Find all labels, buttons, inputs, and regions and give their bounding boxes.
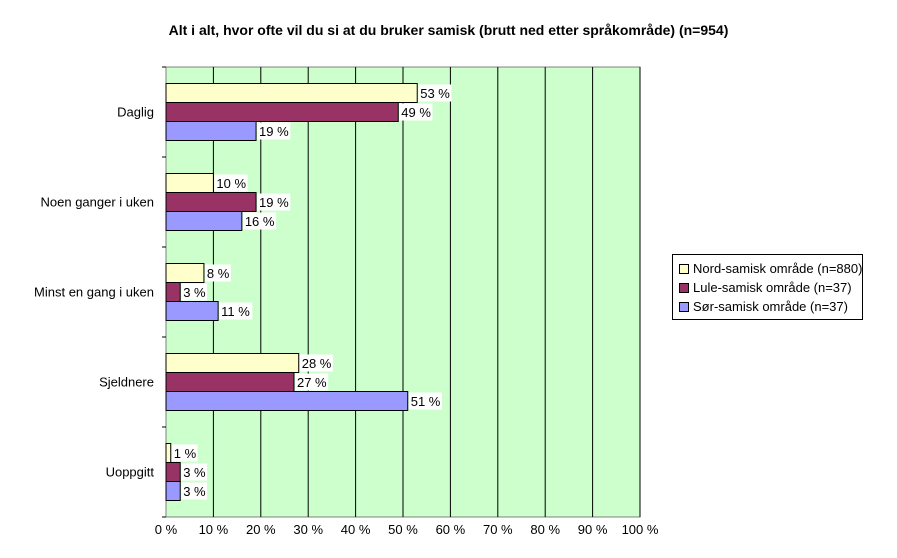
data-label: 53 % xyxy=(420,86,450,101)
category-label: Noen ganger i uken xyxy=(41,195,154,210)
legend: Nord-samisk område (n=880) Lule-samisk o… xyxy=(672,254,863,320)
data-label-bg xyxy=(408,392,442,410)
category-label: Minst en gang i uken xyxy=(34,285,154,300)
data-label: 16 % xyxy=(245,214,275,229)
data-label: 19 % xyxy=(259,195,289,210)
x-tick-label: 30 % xyxy=(293,522,323,537)
data-label-bg xyxy=(181,283,208,301)
data-label-bg xyxy=(418,84,452,102)
x-tick-label: 20 % xyxy=(246,522,276,537)
x-tick-label: 80 % xyxy=(530,522,560,537)
bar xyxy=(165,102,399,122)
data-label-bg xyxy=(219,302,253,320)
legend-label-lule: Lule-samisk område (n=37) xyxy=(693,280,852,295)
bar xyxy=(165,83,418,103)
data-label-bg xyxy=(399,103,433,121)
data-label: 10 % xyxy=(216,176,246,191)
bar xyxy=(165,443,172,463)
chart-title: Alt i alt, hvor ofte vil du si at du bru… xyxy=(168,22,729,38)
data-label: 3 % xyxy=(183,484,206,499)
data-label-bg xyxy=(171,444,198,462)
data-label-bg xyxy=(181,482,208,500)
data-label: 3 % xyxy=(183,465,206,480)
category-label: Uoppgitt xyxy=(106,465,155,480)
data-label: 1 % xyxy=(174,446,197,461)
bar xyxy=(165,211,243,231)
legend-label-sor: Sør-samisk område (n=37) xyxy=(693,299,848,314)
bar xyxy=(165,372,295,392)
data-label-bg xyxy=(181,463,208,481)
legend-swatch-sor xyxy=(679,301,689,312)
legend-label-nord: Nord-samisk område (n=880) xyxy=(693,261,863,276)
data-label: 28 % xyxy=(302,356,332,371)
bar xyxy=(165,353,300,373)
legend-swatch-lule xyxy=(679,282,689,293)
data-label: 49 % xyxy=(401,105,431,120)
legend-item-sor: Sør-samisk område (n=37) xyxy=(679,297,856,316)
bar xyxy=(165,391,409,411)
x-tick-label: 40 % xyxy=(341,522,371,537)
x-tick-label: 100 % xyxy=(622,522,659,537)
data-label-bg xyxy=(214,174,248,192)
bar xyxy=(165,192,257,212)
data-label: 3 % xyxy=(183,285,206,300)
legend-item-nord: Nord-samisk område (n=880) xyxy=(679,259,862,278)
data-label-bg xyxy=(257,122,291,140)
legend-item-lule: Lule-samisk område (n=37) xyxy=(679,278,856,297)
data-label: 27 % xyxy=(297,375,327,390)
bar xyxy=(165,282,181,302)
bar xyxy=(165,462,181,482)
x-tick-label: 90 % xyxy=(578,522,608,537)
x-tick-label: 50 % xyxy=(388,522,418,537)
x-tick-label: 60 % xyxy=(436,522,466,537)
bar xyxy=(165,301,219,321)
data-label: 8 % xyxy=(207,266,230,281)
legend-swatch-nord xyxy=(679,263,689,274)
bar xyxy=(165,263,205,283)
x-tick-label: 70 % xyxy=(483,522,513,537)
bar xyxy=(165,121,257,141)
data-label-bg xyxy=(299,354,333,372)
x-tick-label: 10 % xyxy=(199,522,229,537)
data-label-bg xyxy=(294,373,329,391)
category-label: Sjeldnere xyxy=(99,375,154,390)
data-label-bg xyxy=(242,212,277,230)
category-label: Daglig xyxy=(117,105,154,120)
x-tick-label: 0 % xyxy=(155,522,178,537)
data-label: 51 % xyxy=(411,394,441,409)
bar xyxy=(165,173,214,193)
bar xyxy=(165,481,181,501)
data-label: 11 % xyxy=(221,304,250,319)
data-label: 19 % xyxy=(259,124,289,139)
data-label-bg xyxy=(257,193,291,211)
data-label-bg xyxy=(204,264,231,282)
